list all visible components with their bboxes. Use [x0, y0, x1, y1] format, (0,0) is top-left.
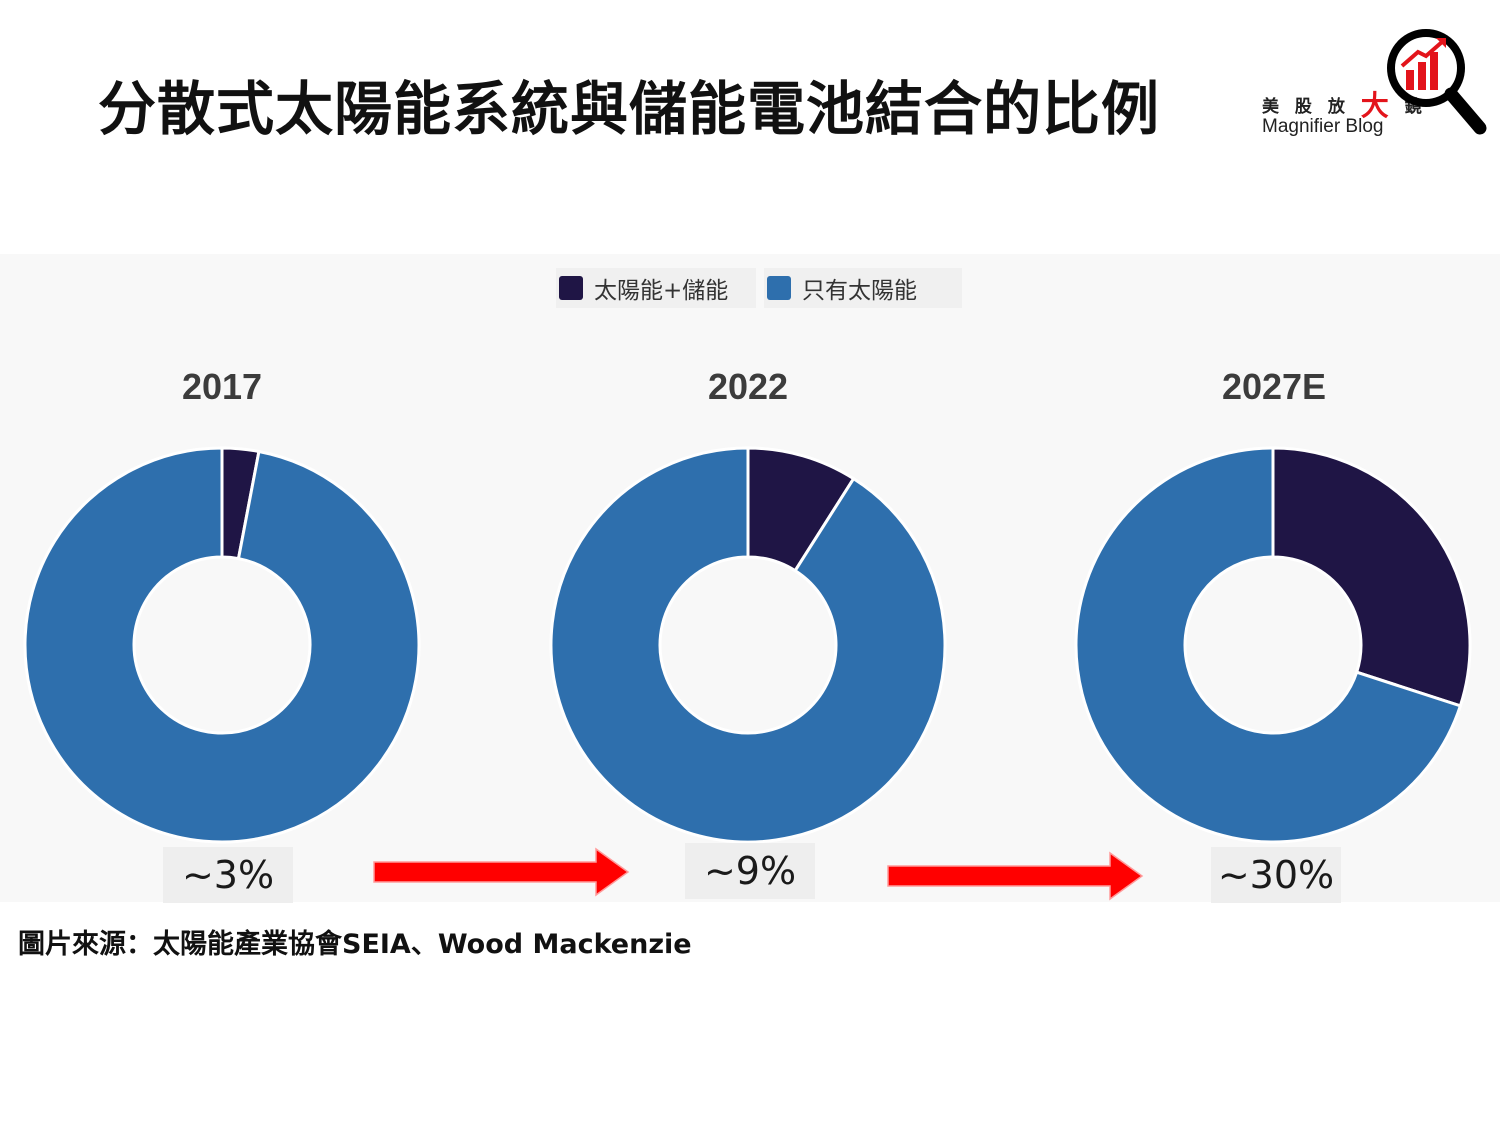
legend-label-solar-plus-storage: 太陽能+儲能	[594, 278, 729, 304]
annotation-2022: ~9%	[685, 843, 815, 899]
legend-swatch-solar-only	[767, 276, 791, 300]
donut-slice-2022-solar-only	[549, 446, 947, 844]
brand-cn-prefix: 美 股 放	[1262, 97, 1350, 117]
donut-label-2022: 2022	[707, 366, 789, 407]
legend-item-solar-plus-storage: 太陽能+儲能	[556, 268, 756, 308]
page-title: 分散式太陽能系統與儲能電池結合的比例	[98, 75, 1161, 143]
donut-slice-2027e-solar-plus-storage	[1271, 446, 1472, 708]
donut-label-2027e: 2027E	[1221, 366, 1327, 407]
donut-slice-2017-solar-only	[23, 446, 421, 844]
trend-arrow-2	[887, 851, 1144, 901]
donut-label-2017: 2017	[181, 366, 263, 407]
brand-cn-big: 大	[1360, 89, 1394, 122]
annotation-2027e: ~30%	[1211, 847, 1341, 903]
legend-label-solar-only: 只有太陽能	[802, 278, 917, 304]
legend-item-solar-only: 只有太陽能	[764, 268, 962, 308]
donut-slice-2027e-solar-only	[1074, 446, 1463, 844]
legend-swatch-solar-plus-storage	[559, 276, 583, 300]
trend-arrow-1	[373, 847, 630, 897]
annotation-2017: ~3%	[163, 847, 293, 903]
source-caption: 圖片來源：太陽能產業協會SEIA、Wood Mackenzie	[18, 929, 692, 960]
brand-en-name: Magnifier Blog	[1262, 116, 1384, 137]
brand-logo: 美 股 放 大 鏡 Magnifier Blog	[1262, 78, 1492, 148]
magnifier-chart-icon	[1387, 29, 1487, 135]
